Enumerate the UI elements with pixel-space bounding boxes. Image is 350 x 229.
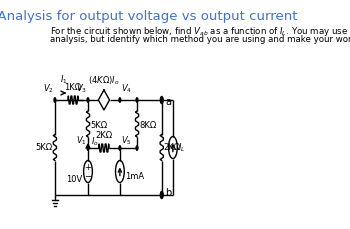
Text: 2KΩ: 2KΩ	[164, 143, 181, 152]
Circle shape	[119, 98, 121, 102]
Text: $I_o$: $I_o$	[91, 136, 99, 148]
Text: b: b	[165, 188, 171, 198]
Circle shape	[54, 98, 56, 102]
Text: $V_1$: $V_1$	[76, 134, 87, 147]
Text: 10V: 10V	[66, 175, 83, 184]
Circle shape	[136, 98, 138, 102]
Text: a: a	[165, 97, 171, 107]
Text: +: +	[85, 163, 91, 172]
Text: 1KΩ: 1KΩ	[64, 83, 82, 92]
Text: 5KΩ: 5KΩ	[36, 143, 53, 152]
Text: For the circuit shown below, find $V_{ab}$ as a function of $I_L$. You may use e: For the circuit shown below, find $V_{ab…	[50, 25, 350, 38]
Text: 2KΩ: 2KΩ	[95, 131, 112, 140]
Text: 5KΩ: 5KΩ	[90, 122, 107, 131]
Circle shape	[87, 98, 89, 102]
Text: $V_4$: $V_4$	[121, 82, 132, 95]
Circle shape	[161, 193, 163, 197]
Circle shape	[119, 146, 121, 150]
Text: $I_1$: $I_1$	[60, 74, 68, 86]
Circle shape	[136, 146, 138, 150]
Text: 6.  Nodal Analysis for output voltage vs output current: 6. Nodal Analysis for output voltage vs …	[0, 10, 298, 23]
Text: −: −	[84, 172, 91, 181]
Text: $I_L$: $I_L$	[178, 141, 186, 154]
Text: $V_3$: $V_3$	[76, 82, 87, 95]
Text: 8KΩ: 8KΩ	[139, 122, 156, 131]
Circle shape	[87, 146, 89, 150]
Text: 1mA: 1mA	[125, 172, 144, 181]
Text: analysis, but identify which method you are using and make your work clear.: analysis, but identify which method you …	[50, 35, 350, 44]
Text: $V_2$: $V_2$	[43, 82, 54, 95]
Text: $V_5$: $V_5$	[121, 134, 132, 147]
Circle shape	[161, 98, 163, 102]
Text: $(4K\Omega)I_o$: $(4K\Omega)I_o$	[88, 74, 120, 87]
